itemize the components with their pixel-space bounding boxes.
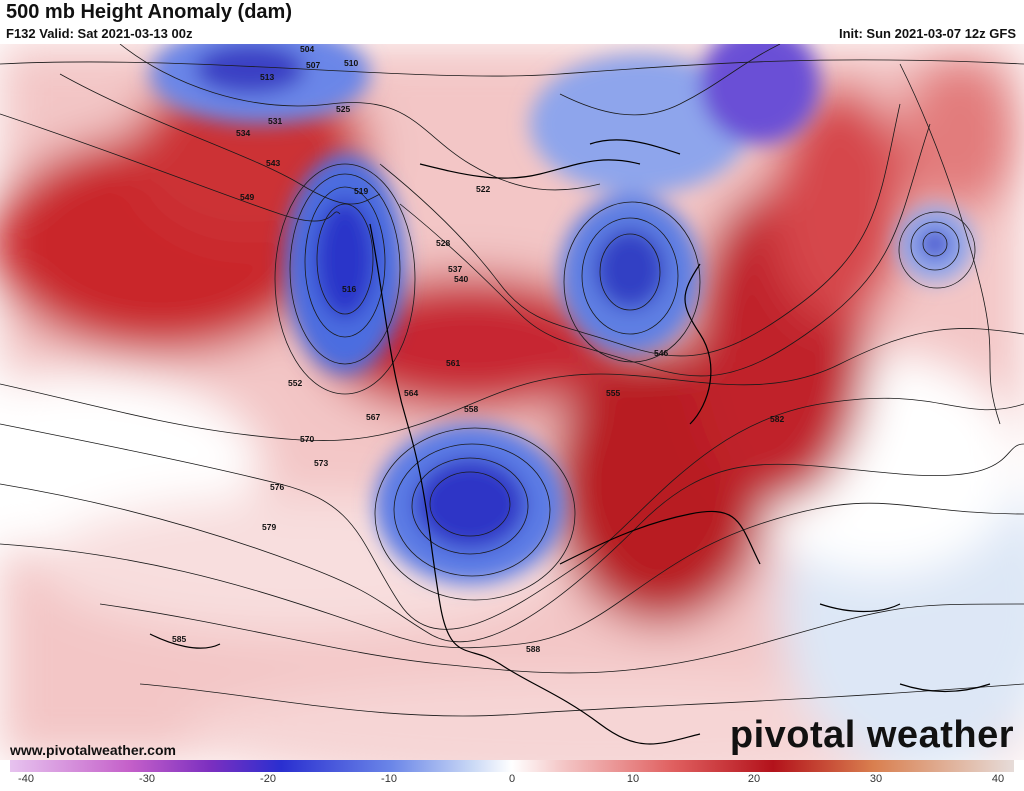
contour-label: 513 [260, 72, 274, 82]
contour-label: 558 [464, 404, 478, 414]
init-time: Init: Sun 2021-03-07 12z GFS [838, 26, 1016, 41]
colorbar-tick: 0 [508, 773, 516, 785]
contour-label: 564 [404, 388, 418, 398]
contour-label: 534 [236, 128, 250, 138]
contour-label: 582 [770, 414, 784, 424]
contour-label: 549 [240, 192, 254, 202]
colorbar-ticks: -40 -30 -20 -10 0 10 20 30 40 [10, 773, 1014, 789]
contour-label: 525 [336, 104, 350, 114]
contour-label: 522 [476, 184, 490, 194]
contour-label: 573 [314, 458, 328, 468]
brand-logo: pivotal weather [729, 714, 1014, 756]
contour-label: 570 [300, 434, 314, 444]
colorbar [10, 760, 1014, 772]
height-contours [0, 44, 1024, 717]
contour-label: 537 [448, 264, 462, 274]
colorbar-tick: 40 [991, 773, 1005, 785]
contour-label: 588 [526, 644, 540, 654]
contour-label: 540 [454, 274, 468, 284]
colorbar-tick: 20 [747, 773, 761, 785]
contour-label: 528 [436, 238, 450, 248]
contour-label: 507 [306, 60, 320, 70]
contour-label: 561 [446, 358, 460, 368]
contour-label: 579 [262, 522, 276, 532]
contour-label: 504 [300, 44, 314, 54]
contour-label: 510 [344, 58, 358, 68]
colorbar-tick: -20 [260, 773, 276, 785]
anomaly-shading [0, 44, 1024, 760]
contour-label: 576 [270, 482, 284, 492]
trough-shading [150, 44, 973, 584]
colorbar-tick: -10 [381, 773, 397, 785]
anomaly-map: 504 507 510 513 516 519 522 525 528 531 … [0, 44, 1024, 760]
coastlines [149, 139, 991, 745]
contour-label: 516 [342, 284, 356, 294]
contour-label: 543 [266, 158, 280, 168]
contour-label: 567 [366, 412, 380, 422]
contour-label: 552 [288, 378, 302, 388]
header: 500 mb Height Anomaly (dam) F132 Valid: … [0, 0, 1024, 44]
colorbar-tick: 30 [869, 773, 883, 785]
contour-label: 531 [268, 116, 282, 126]
colorbar-tick: -30 [139, 773, 155, 785]
contour-label: 519 [354, 186, 368, 196]
colorbar-tick: 10 [626, 773, 640, 785]
website-url: www.pivotalweather.com [10, 742, 176, 758]
colorbar-tick: -40 [18, 773, 34, 785]
contour-label: 555 [606, 388, 620, 398]
contour-label: 585 [172, 634, 186, 644]
valid-time: F132 Valid: Sat 2021-03-13 00z [6, 26, 193, 41]
contour-labels: 504 507 510 513 516 519 522 525 528 531 … [172, 44, 784, 654]
map-title: 500 mb Height Anomaly (dam) [6, 1, 292, 23]
contour-label: 546 [654, 348, 668, 358]
